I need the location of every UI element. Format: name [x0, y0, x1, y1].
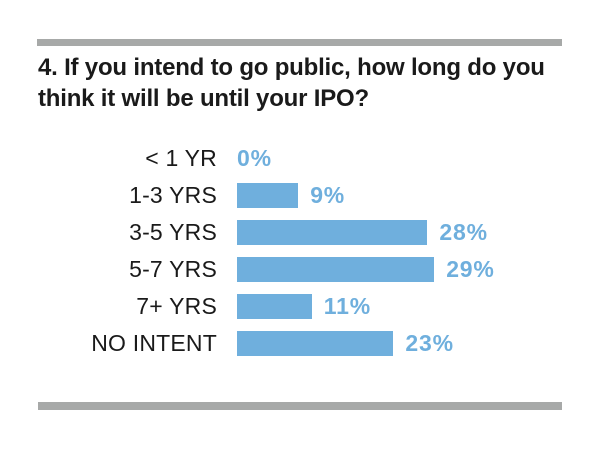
value-label: 29% — [446, 256, 495, 282]
bar — [237, 257, 435, 282]
bar-chart: < 1 YR 0% 1-3 YRS 9% 3-5 YRS 28% 5-7 YRS 29% 7+ … — [0, 140, 600, 362]
chart-row: 3-5 YRS 28% — [0, 214, 600, 251]
chart-title-line1: 4. If you intend to go public, how long … — [38, 54, 545, 81]
chart-row: 1-3 YRS 9% — [0, 177, 600, 214]
bar — [237, 220, 428, 245]
top-divider-rule — [37, 39, 562, 46]
chart-row: NO INTENT 23% — [0, 325, 600, 362]
chart-row: 5-7 YRS 29% — [0, 251, 600, 288]
category-label: < 1 YR — [145, 145, 217, 171]
value-label: 9% — [310, 182, 346, 208]
bar — [237, 294, 312, 319]
value-label: 23% — [405, 330, 454, 356]
category-label: 3-5 YRS — [129, 219, 217, 245]
chart-row: < 1 YR 0% — [0, 140, 600, 177]
value-label: 11% — [323, 293, 371, 319]
chart-title: 4. If you intend to go public, how long … — [38, 52, 545, 114]
category-label: 1-3 YRS — [129, 182, 217, 208]
bar — [237, 331, 394, 356]
category-label: 5-7 YRS — [129, 256, 217, 282]
value-label: 0% — [237, 145, 272, 171]
bar — [237, 183, 299, 208]
chart-title-line2: think it will be until your IPO? — [38, 85, 369, 112]
chart-row: 7+ YRS 11% — [0, 288, 600, 325]
value-label: 28% — [439, 219, 488, 245]
bottom-divider-rule — [38, 402, 562, 410]
category-label: 7+ YRS — [136, 293, 217, 319]
category-label: NO INTENT — [91, 330, 217, 356]
